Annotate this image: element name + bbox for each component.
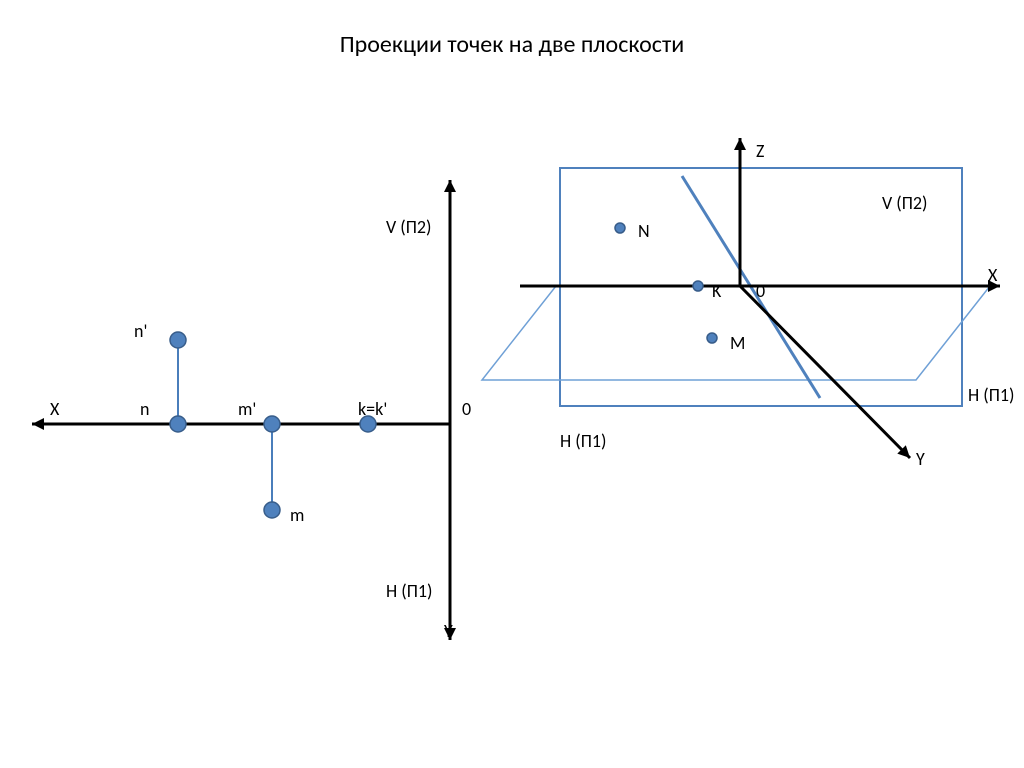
- left-h-label: H (П1): [386, 580, 433, 602]
- left-mprime-label: m': [238, 398, 256, 420]
- left-n-label: n: [140, 398, 149, 420]
- left-m-label: m: [290, 504, 304, 526]
- diagram-svg: [0, 0, 1024, 768]
- right-origin-label: 0: [756, 280, 765, 302]
- right-v-label: V (П2): [882, 192, 928, 214]
- left-origin-label: 0: [462, 398, 471, 420]
- right-y-label: Y: [916, 448, 925, 470]
- left-v-label: V (П2): [386, 216, 432, 238]
- right-z-label: Z: [756, 140, 764, 162]
- right-k-label: K: [712, 280, 721, 302]
- right-n-label: N: [638, 220, 650, 242]
- right-x-label: X: [988, 264, 997, 286]
- left-nprime-label: n': [134, 320, 147, 342]
- left-kk-label: k=k': [358, 398, 387, 420]
- right-h-side-label: H (П1): [968, 384, 1015, 406]
- right-h-inside-label: H (П1): [560, 430, 607, 452]
- left-x-label: X: [50, 398, 59, 420]
- left-y-label: Y: [444, 620, 453, 642]
- right-m-label: M: [730, 332, 745, 354]
